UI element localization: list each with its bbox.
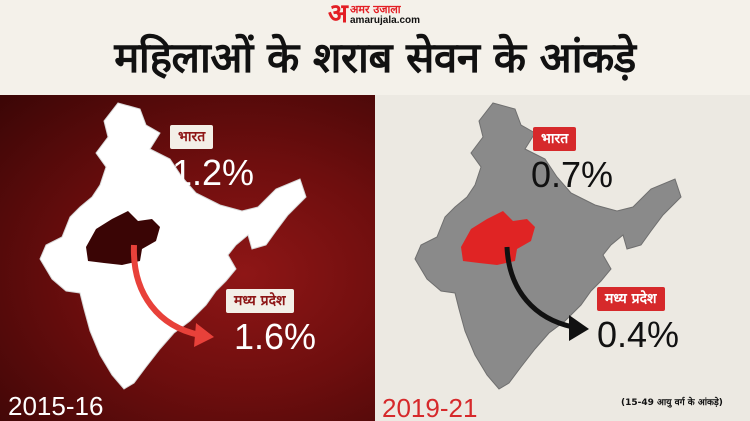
state-label: मध्य प्रदेश (597, 287, 665, 311)
india-label: भारत (170, 125, 214, 149)
year-label: 2019-21 (382, 393, 478, 421)
age-group-note: (15-49 आयु वर्ग के आंकड़े) (621, 398, 723, 408)
india-map-icon (414, 102, 682, 390)
state-label: मध्य प्रदेश (226, 289, 294, 313)
state-value: 0.4% (597, 314, 680, 355)
page-title: महिलाओं के शराब सेवन के आंकड़े (114, 33, 636, 82)
logo-domain: amarujala.com (350, 15, 421, 26)
india-value: 0.7% (531, 154, 614, 195)
header: अ अमर उजाला amarujala.com महिलाओं के शरा… (0, 0, 750, 95)
india-label: भारत (533, 127, 577, 151)
india-value: 1.2% (172, 152, 255, 193)
year-label: 2015-16 (8, 391, 104, 421)
logo-mark: अ (328, 0, 348, 29)
panel-2015-16: भारत 1.2% मध्य प्रदेश 1.6% 2015-16 (0, 95, 375, 421)
madhya-pradesh-highlight-icon (461, 211, 535, 265)
state-value: 1.6% (234, 316, 317, 357)
madhya-pradesh-highlight-icon (86, 211, 160, 265)
panel-2019-21: भारत 0.7% मध्य प्रदेश 0.4% 2019-21 (15-4… (375, 95, 750, 421)
curved-arrow-icon (569, 315, 589, 341)
amarujala-logo: अ अमर उजाला amarujala.com (328, 0, 426, 29)
india-map-icon (39, 102, 307, 390)
curved-arrow-icon (194, 323, 214, 347)
logo-hindi-name: अमर उजाला (350, 3, 401, 16)
